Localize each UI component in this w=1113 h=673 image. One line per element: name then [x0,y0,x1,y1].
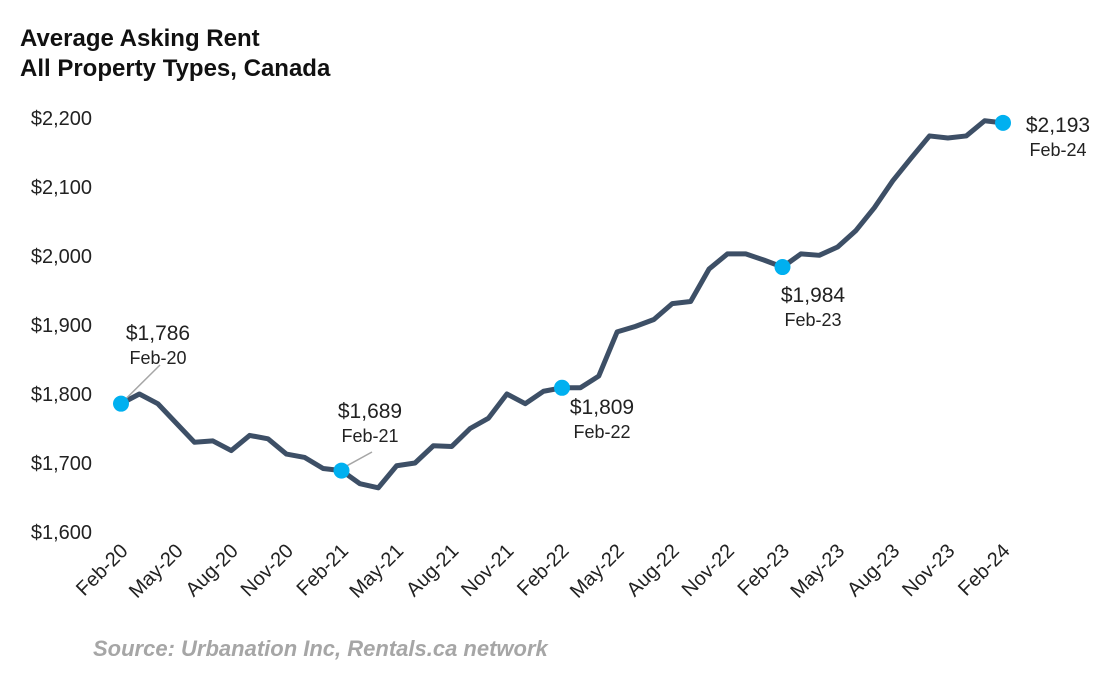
annotation-value: $1,809 [570,396,634,419]
annotation-value: $1,689 [338,400,402,423]
data-point-marker [554,379,570,396]
annotation-date: Feb-23 [784,310,841,330]
y-tick-label: $2,000 [31,246,92,268]
chart-title: Average Asking Rent All Property Types, … [20,24,330,84]
y-tick-label: $1,700 [31,453,92,475]
y-tick-label: $1,900 [31,315,92,337]
x-tick-label: Feb-22 [513,540,573,600]
x-tick-label: Aug-22 [623,540,684,601]
annotation-value: $2,193 [1026,114,1090,137]
x-tick-label: Feb-24 [954,540,1014,600]
annotation-value: $1,786 [126,322,190,345]
x-tick-label: Feb-20 [72,540,132,600]
x-tick-label: Feb-21 [293,540,353,600]
y-tick-label: $1,600 [31,522,92,544]
annotation-value: $1,984 [781,284,846,307]
x-tick-label: Nov-21 [457,540,518,601]
x-tick-label: Aug-20 [182,540,243,601]
y-tick-label: $1,800 [31,384,92,406]
x-tick-label: May-23 [786,540,849,603]
data-point-marker [774,259,791,276]
chart-source: Source: Urbanation Inc, Rentals.ca netwo… [93,636,548,661]
chart-title-line: Average Asking Rent [20,25,260,52]
data-point-marker [113,395,129,412]
annotation-leader-line [124,364,161,401]
series-line [118,118,1006,491]
annotation-date: Feb-24 [1029,140,1086,160]
x-tick-label: May-21 [345,540,408,603]
x-tick-label: Nov-20 [237,540,298,601]
annotation-leader-line [345,451,373,468]
annotation-date: Feb-22 [573,422,630,442]
x-tick-label: Nov-23 [898,540,959,601]
x-tick-label: May-22 [566,540,629,603]
y-tick-label: $2,100 [31,177,92,199]
x-tick-label: May-20 [125,540,188,603]
data-point-marker [995,114,1011,131]
x-tick-label: Feb-23 [734,540,794,600]
x-tick-label: Aug-21 [402,540,463,601]
annotation-date: Feb-21 [341,426,398,446]
data-point-marker [333,462,350,479]
x-tick-label: Nov-22 [678,540,739,601]
chart-subtitle: All Property Types, Canada [20,55,331,82]
annotation-date: Feb-20 [129,348,186,368]
y-tick-label: $2,200 [31,108,92,130]
x-tick-label: Aug-23 [843,540,904,601]
